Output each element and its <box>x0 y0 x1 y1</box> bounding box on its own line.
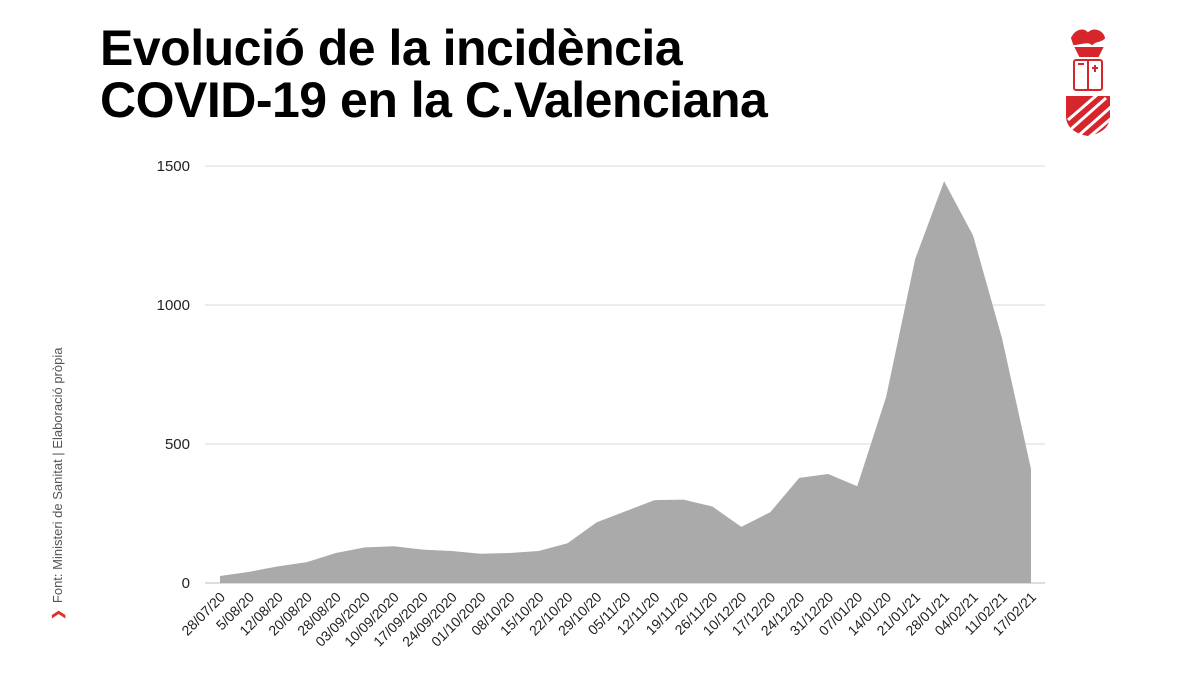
y-tick-label: 1500 <box>157 158 190 175</box>
incidence-area-series <box>220 181 1031 584</box>
chart-title: Evolució de la incidència COVID-19 en la… <box>100 20 768 128</box>
y-tick-label: 500 <box>165 436 190 453</box>
y-tick-label: 1000 <box>157 297 190 314</box>
x-axis-ticks: 28/07/205/08/2012/08/2020/08/2028/08/200… <box>178 589 1039 650</box>
title-line-1: Evolució de la incidència <box>100 20 683 76</box>
y-tick-label: 0 <box>182 575 190 592</box>
title-line-2: COVID-19 en la C.Valenciana <box>100 72 768 128</box>
area-layer <box>220 181 1031 584</box>
y-axis-ticks: 0 500 1000 1500 <box>157 158 190 592</box>
generalitat-logo-icon <box>1066 29 1114 138</box>
